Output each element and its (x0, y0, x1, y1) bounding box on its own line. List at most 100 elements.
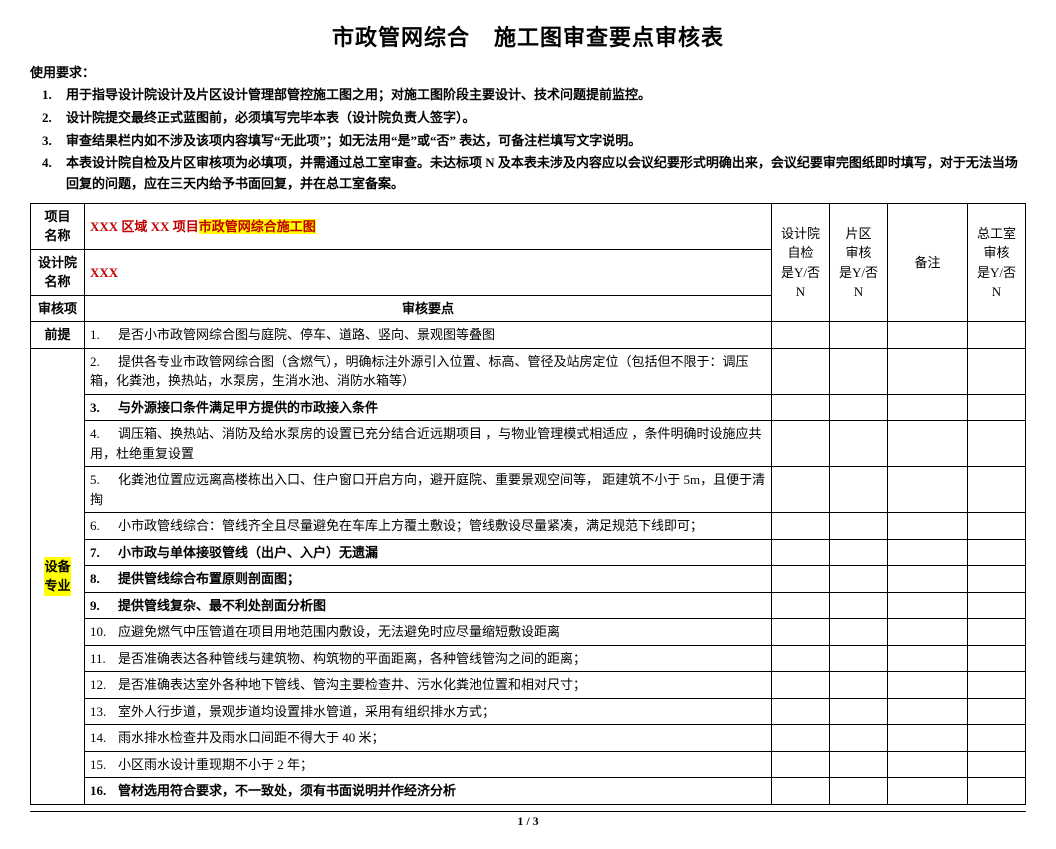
district-cell[interactable] (830, 539, 888, 566)
header-text: 备注 (914, 255, 940, 270)
review-point-cell: 14.雨水排水检查井及雨水口间距不得大于 40 米； (85, 725, 772, 752)
remark-cell[interactable] (888, 322, 968, 349)
selfcheck-cell[interactable] (772, 645, 830, 672)
final-cell[interactable] (968, 698, 1026, 725)
final-cell[interactable] (968, 421, 1026, 467)
review-point-cell: 15.小区雨水设计重现期不小于 2 年； (85, 751, 772, 778)
selfcheck-cell[interactable] (772, 348, 830, 394)
selfcheck-cell[interactable] (772, 725, 830, 752)
remark-cell[interactable] (888, 645, 968, 672)
remark-cell[interactable] (888, 348, 968, 394)
review-point-label: 审核要点 (85, 295, 772, 322)
item-number: 6. (90, 516, 118, 536)
usage-text: 用于指导设计院设计及片区设计管理部管控施工图之用；对施工图阶段主要设计、技术问题… (66, 87, 651, 102)
header-text: 片区 审核 是Y/否 N (839, 226, 878, 300)
item-text: 提供管线综合布置原则剖面图； (118, 571, 300, 586)
review-point-cell: 2.提供各专业市政管网综合图（含燃气），明确标注外源引入位置、标高、管径及站房定… (85, 348, 772, 394)
selfcheck-cell[interactable] (772, 394, 830, 421)
page-footer: 1 / 3 (30, 811, 1026, 829)
label-text: 项目 名称 (44, 209, 70, 244)
district-cell[interactable] (830, 751, 888, 778)
project-name-highlight: 市政管网综合施工图 (199, 219, 316, 234)
selfcheck-cell[interactable] (772, 539, 830, 566)
district-cell[interactable] (830, 566, 888, 593)
final-cell[interactable] (968, 467, 1026, 513)
item-text: 是否小市政管网综合图与庭院、停车、道路、竖向、景观图等叠图 (118, 327, 495, 342)
remark-cell[interactable] (888, 513, 968, 540)
remark-cell[interactable] (888, 778, 968, 805)
district-cell[interactable] (830, 322, 888, 349)
review-point-cell: 1.是否小市政管网综合图与庭院、停车、道路、竖向、景观图等叠图 (85, 322, 772, 349)
item-text: 小区雨水设计重现期不小于 2 年； (118, 757, 313, 772)
usage-text: 审查结果栏内如不涉及该项内容填写“无此项”；如无法用“是”或“否” 表达，可备注… (66, 133, 641, 148)
selfcheck-cell[interactable] (772, 566, 830, 593)
district-cell[interactable] (830, 725, 888, 752)
section-prereq-label: 前提 (31, 322, 85, 349)
district-cell[interactable] (830, 698, 888, 725)
review-point-cell: 5.化粪池位置应远离高楼栋出入口、住户窗口开启方向，避开庭院、重要景观空间等， … (85, 467, 772, 513)
remark-cell[interactable] (888, 566, 968, 593)
item-number: 10. (90, 622, 118, 642)
district-cell[interactable] (830, 348, 888, 394)
final-cell[interactable] (968, 394, 1026, 421)
district-cell[interactable] (830, 394, 888, 421)
district-cell[interactable] (830, 467, 888, 513)
review-point-cell: 10.应避免燃气中压管道在项目用地范围内敷设，无法避免时应尽量缩短敷设距离 (85, 619, 772, 646)
design-institute-label: 设计院 名称 (31, 249, 85, 295)
selfcheck-cell[interactable] (772, 421, 830, 467)
final-cell[interactable] (968, 539, 1026, 566)
final-cell[interactable] (968, 566, 1026, 593)
item-text: 管材选用符合要求，不一致处，须有书面说明并作经济分析 (118, 783, 456, 798)
final-cell[interactable] (968, 751, 1026, 778)
remark-cell[interactable] (888, 751, 968, 778)
remark-cell[interactable] (888, 539, 968, 566)
district-cell[interactable] (830, 672, 888, 699)
district-cell[interactable] (830, 421, 888, 467)
selfcheck-cell[interactable] (772, 619, 830, 646)
remark-cell[interactable] (888, 619, 968, 646)
review-point-cell: 13.室外人行步道，景观步道均设置排水管道，采用有组织排水方式； (85, 698, 772, 725)
selfcheck-cell[interactable] (772, 513, 830, 540)
district-cell[interactable] (830, 513, 888, 540)
selfcheck-cell[interactable] (772, 778, 830, 805)
review-point-cell: 6.小市政管线综合：管线齐全且尽量避免在车库上方覆土敷设；管线敷设尽量紧凑，满足… (85, 513, 772, 540)
selfcheck-cell[interactable] (772, 592, 830, 619)
item-number: 11. (90, 649, 118, 669)
district-cell[interactable] (830, 592, 888, 619)
selfcheck-cell[interactable] (772, 467, 830, 513)
remark-cell[interactable] (888, 672, 968, 699)
item-number: 4. (90, 424, 118, 444)
selfcheck-cell[interactable] (772, 751, 830, 778)
usage-list: 1.用于指导设计院设计及片区设计管理部管控施工图之用；对施工图阶段主要设计、技术… (30, 85, 1026, 195)
final-cell[interactable] (968, 592, 1026, 619)
usage-item: 4.本表设计院自检及片区审核项为必填项，并需通过总工室审查。未达标项 N 及本表… (30, 153, 1026, 195)
item-number: 12. (90, 675, 118, 695)
remark-cell[interactable] (888, 725, 968, 752)
remark-cell[interactable] (888, 698, 968, 725)
project-name-label: 项目 名称 (31, 203, 85, 249)
selfcheck-cell[interactable] (772, 698, 830, 725)
item-text: 室外人行步道，景观步道均设置排水管道，采用有组织排水方式； (118, 704, 495, 719)
design-institute-value: XXX (85, 249, 772, 295)
final-cell[interactable] (968, 619, 1026, 646)
remark-cell[interactable] (888, 421, 968, 467)
section-equip-text: 设备 专业 (44, 557, 70, 596)
final-cell[interactable] (968, 322, 1026, 349)
district-cell[interactable] (830, 619, 888, 646)
remark-cell[interactable] (888, 592, 968, 619)
remark-cell[interactable] (888, 467, 968, 513)
section-equip-label: 设备 专业 (31, 348, 85, 804)
district-cell[interactable] (830, 778, 888, 805)
header-text: 总工室 审核 是Y/否 N (977, 226, 1016, 300)
review-point-cell: 4.调压箱、换热站、消防及给水泵房的设置已充分结合近远期项目 ，与物业管理模式相… (85, 421, 772, 467)
final-cell[interactable] (968, 778, 1026, 805)
final-cell[interactable] (968, 672, 1026, 699)
final-cell[interactable] (968, 645, 1026, 672)
final-cell[interactable] (968, 725, 1026, 752)
district-cell[interactable] (830, 645, 888, 672)
selfcheck-cell[interactable] (772, 322, 830, 349)
selfcheck-cell[interactable] (772, 672, 830, 699)
final-cell[interactable] (968, 348, 1026, 394)
remark-cell[interactable] (888, 394, 968, 421)
final-cell[interactable] (968, 513, 1026, 540)
